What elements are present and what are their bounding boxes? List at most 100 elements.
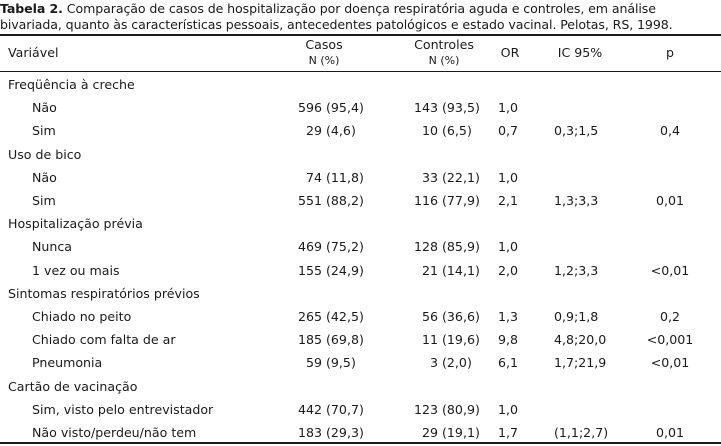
cell-casos-n: 265 xyxy=(297,309,322,324)
cell-controles-n: 21 xyxy=(421,262,438,278)
cell-p: <0,001 xyxy=(646,332,694,348)
header-or: OR xyxy=(500,45,520,60)
cell-controles-pct: (36,6) xyxy=(442,309,480,324)
cell-controles-pct: (77,9) xyxy=(442,193,480,208)
cell-p: 0,01 xyxy=(655,425,685,440)
cell-casos-pct: (70,7) xyxy=(326,401,364,417)
cell-p: 0,2 xyxy=(659,309,681,324)
section-label: Hospitalização prévia xyxy=(8,216,143,232)
cell-controles-pct: (2,0) xyxy=(442,355,472,371)
cell-or: 1,0 xyxy=(498,169,519,185)
cell-casos-pct: (9,5) xyxy=(326,355,356,371)
header-ic: IC 95% xyxy=(557,45,603,60)
cell-or: 0,7 xyxy=(498,123,519,139)
header-controles-label: Controles xyxy=(414,37,474,52)
cell-or: 1,0 xyxy=(498,239,519,255)
cell-controles-n: 128 xyxy=(413,239,438,255)
cell-controles-pct: (80,9) xyxy=(442,401,480,417)
cell-controles-pct: (19,6) xyxy=(442,332,480,348)
section-label: Uso de bico xyxy=(8,146,82,162)
row-label: Chiado no peito xyxy=(32,309,132,324)
row-label: Não xyxy=(32,169,57,185)
cell-controles-n: 56 xyxy=(421,309,438,324)
cell-casos-pct: (29,3) xyxy=(326,425,364,440)
cell-controles-n: 10 xyxy=(421,123,438,139)
header-casos-unit: N (%) xyxy=(308,54,340,67)
row-label: Sim xyxy=(32,123,56,139)
cell-or: 1,7 xyxy=(498,425,519,440)
section-label: Freqüência à creche xyxy=(8,77,135,92)
cell-casos-n: 185 xyxy=(297,332,322,348)
row-label: Chiado com falta de ar xyxy=(32,332,176,348)
row-label: Sim xyxy=(32,193,56,208)
bottom-rule xyxy=(0,442,721,444)
cell-controles-n: 33 xyxy=(421,169,438,185)
cell-casos-pct: (42,5) xyxy=(326,309,364,324)
header-casos: Casos N (%) xyxy=(270,37,378,68)
cell-ic: 1,3;3,3 xyxy=(554,193,599,208)
caption-label: Tabela 2. xyxy=(0,1,63,16)
cell-casos-pct: (11,8) xyxy=(326,169,364,185)
header-casos-label: Casos xyxy=(305,37,343,52)
cell-p: <0,01 xyxy=(650,262,690,278)
cell-or: 1,0 xyxy=(498,100,519,116)
cell-p: 0,4 xyxy=(659,123,681,139)
cell-casos-n: 74 xyxy=(305,169,322,185)
top-rule xyxy=(0,34,721,36)
cell-controles-n: 116 xyxy=(413,193,438,208)
cell-ic: 0,3;1,5 xyxy=(554,123,599,139)
header-controles: Controles N (%) xyxy=(388,37,500,68)
cell-ic: 0,9;1,8 xyxy=(554,309,599,324)
cell-casos-pct: (88,2) xyxy=(326,193,364,208)
cell-controles-n: 3 xyxy=(429,355,438,371)
cell-ic: (1,1;2,7) xyxy=(554,425,609,440)
cell-controles-n: 123 xyxy=(413,401,438,417)
cell-or: 6,1 xyxy=(498,355,519,371)
cell-controles-pct: (14,1) xyxy=(442,262,480,278)
cell-ic: 4,8;20,0 xyxy=(554,332,607,348)
caption-text: Comparação de casos de hospitalização po… xyxy=(0,1,673,32)
cell-casos-pct: (69,8) xyxy=(326,332,364,348)
cell-or: 1,3 xyxy=(498,309,519,324)
cell-controles-n: 11 xyxy=(421,332,438,348)
cell-casos-pct: (95,4) xyxy=(326,100,364,116)
cell-controles-pct: (85,9) xyxy=(442,239,480,255)
cell-or: 1,0 xyxy=(498,401,519,417)
cell-casos-pct: (75,2) xyxy=(326,239,364,255)
row-label: Não xyxy=(32,100,57,116)
cell-casos-n: 59 xyxy=(305,355,322,371)
table-caption: Tabela 2. Comparação de casos de hospita… xyxy=(0,1,721,32)
cell-casos-pct: (24,9) xyxy=(326,262,364,278)
cell-controles-pct: (93,5) xyxy=(442,100,480,116)
row-label: Pneumonia xyxy=(32,355,103,371)
row-label: 1 vez ou mais xyxy=(32,262,120,278)
cell-p: 0,01 xyxy=(655,193,685,208)
cell-controles-pct: (19,1) xyxy=(442,425,480,440)
row-label: Nunca xyxy=(32,239,73,255)
cell-p: <0,01 xyxy=(650,355,690,371)
cell-controles-pct: (6,5) xyxy=(442,123,472,139)
cell-casos-n: 183 xyxy=(297,425,322,440)
row-label: Não visto/perdeu/não tem xyxy=(32,425,197,440)
cell-controles-pct: (22,1) xyxy=(442,169,480,185)
cell-ic: 1,7;21,9 xyxy=(554,355,607,371)
header-rule xyxy=(0,71,721,72)
cell-controles-n: 29 xyxy=(421,425,438,440)
cell-casos-n: 155 xyxy=(297,262,322,278)
cell-or: 2,0 xyxy=(498,262,519,278)
cell-casos-n: 29 xyxy=(305,123,322,139)
cell-ic: 1,2;3,3 xyxy=(554,262,599,278)
cell-or: 9,8 xyxy=(498,332,519,348)
cell-casos-n: 442 xyxy=(297,401,322,417)
cell-casos-pct: (4,6) xyxy=(326,123,356,139)
cell-casos-n: 596 xyxy=(297,100,322,116)
header-variavel: Variável xyxy=(8,45,59,60)
cell-casos-n: 551 xyxy=(297,193,322,208)
cell-or: 2,1 xyxy=(498,193,519,208)
cell-controles-n: 143 xyxy=(413,100,438,116)
section-label: Cartão de vacinação xyxy=(8,378,138,394)
section-label: Sintomas respiratórios prévios xyxy=(8,285,200,301)
row-label: Sim, visto pelo entrevistador xyxy=(32,401,214,417)
header-p: p xyxy=(666,45,674,60)
header-controles-unit: N (%) xyxy=(428,54,460,67)
